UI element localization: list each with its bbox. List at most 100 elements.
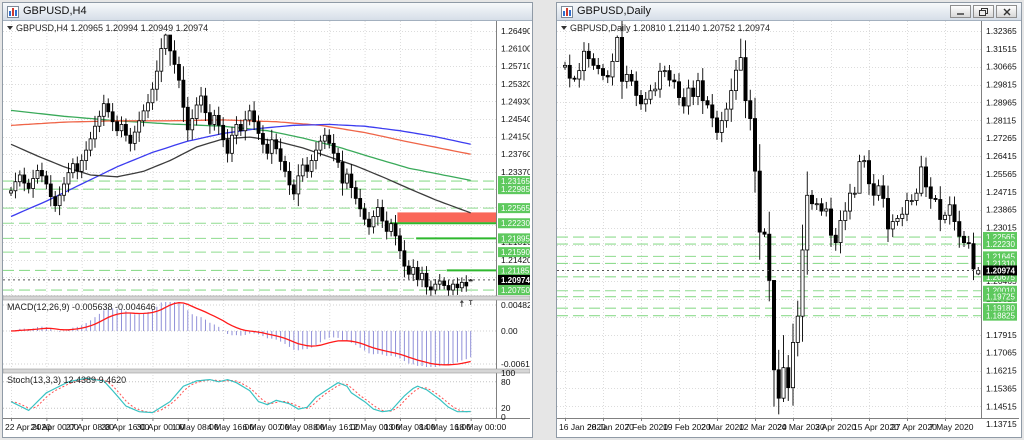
chart-window-h4: GBPUSD,H4 GBPUSD,H4 1.20965 1.20994 1.20… [2,2,533,438]
svg-text:1.32365: 1.32365 [986,26,1017,36]
chart-window-daily: GBPUSD,Daily [556,2,1022,438]
daily-chart-canvas[interactable]: 1.32365 1.31515 1.30665 1.29815 1.28965 1.281… [557,21,1019,435]
svg-text:19 Feb 2020: 19 Feb 2020 [663,422,711,432]
svg-text:1.23370: 1.23370 [501,167,530,177]
stoch-indicator-label: Stoch(13,3,3) 12.4389 9.4620 [7,375,127,385]
svg-text:1.21310: 1.21310 [986,259,1015,268]
svg-text:1.26100: 1.26100 [501,44,530,54]
svg-text:28 Apr 16:00: 28 Apr 16:00 [101,422,149,432]
h4-chart-canvas[interactable]: 1.26490 1.26100 1.25710 1.25320 1.24930 1.245… [3,21,530,435]
h4-ohlc-text: GBPUSD,H4 1.20965 1.20994 1.20949 1.2097… [16,23,209,33]
chart-icon [561,5,573,18]
close-icon [1003,8,1010,15]
svg-text:1.21645: 1.21645 [986,252,1015,261]
svg-text:1.20974: 1.20974 [501,276,530,285]
svg-text:1.25710: 1.25710 [501,61,530,71]
svg-text:80: 80 [501,377,511,387]
close-button[interactable] [996,5,1017,18]
svg-text:1.26415: 1.26415 [986,151,1017,161]
svg-text:1.29815: 1.29815 [986,80,1017,90]
candles [9,33,473,298]
svg-text:0: 0 [501,412,506,422]
svg-text:8 May 16:00: 8 May 16:00 [313,422,360,432]
svg-text:1.21590: 1.21590 [501,248,530,257]
stoch-signal-line [10,378,471,413]
svg-text:1.23015: 1.23015 [986,223,1017,233]
svg-text:22 Apr 2020: 22 Apr 2020 [5,422,51,432]
svg-text:1.17915: 1.17915 [986,330,1017,340]
pane-divider[interactable] [3,295,530,301]
svg-text:1.22985: 1.22985 [501,185,530,194]
h4-ohlc-info: GBPUSD,H4 1.20965 1.20994 1.20949 1.2097… [7,23,208,33]
svg-text:1.23865: 1.23865 [986,205,1017,215]
svg-text:1.31515: 1.31515 [986,44,1017,54]
svg-text:7 May 08:00: 7 May 08:00 [278,422,325,432]
svg-text:1 May 08:00: 1 May 08:00 [172,422,219,432]
svg-text:1.20750: 1.20750 [501,286,530,295]
svg-text:28 Jan 2020: 28 Jan 2020 [587,422,634,432]
svg-text:1.16215: 1.16215 [986,366,1017,376]
h4-window-title: GBPUSD,H4 [23,5,87,17]
current-price-label [498,274,530,285]
svg-text:1.28115: 1.28115 [986,115,1016,125]
svg-text:1.22565: 1.22565 [986,233,1015,242]
restore-button[interactable] [973,5,994,18]
svg-text:1.18825: 1.18825 [986,312,1015,321]
svg-text:1.25320: 1.25320 [501,79,530,89]
svg-text:7 Feb 2020: 7 Feb 2020 [625,422,668,432]
macd-indicator-label: MACD(12,26,9) -0.005638 -0.004646 [7,302,156,312]
svg-text:1.28965: 1.28965 [986,97,1017,107]
daily-titlebar[interactable]: GBPUSD,Daily [557,3,1021,21]
svg-text:24 Mar 2020: 24 Mar 2020 [777,422,825,432]
svg-text:1.22565: 1.22565 [501,204,530,213]
svg-text:1.23760: 1.23760 [501,149,530,159]
candles [563,21,981,415]
daily-chart-area[interactable]: GBPUSD,Daily 1.20810 1.21140 1.20752 1.2… [557,21,1021,437]
daily-ohlc-text: GBPUSD,Daily 1.20810 1.21140 1.20752 1.2… [570,23,770,33]
svg-text:1.21895: 1.21895 [501,234,530,243]
svg-text:0.00: 0.00 [501,326,518,336]
daily-ohlc-info: GBPUSD,Daily 1.20810 1.21140 1.20752 1.2… [561,23,770,33]
svg-text:1.26490: 1.26490 [501,26,530,36]
price-scale[interactable]: 1.32365 1.31515 1.30665 1.29815 1.28965 1.281… [983,26,1017,429]
svg-text:1.24150: 1.24150 [501,132,530,142]
ma-black [10,136,471,214]
chart-dropdown-icon[interactable] [7,26,13,30]
svg-text:1.14515: 1.14515 [986,401,1017,411]
price-scale[interactable]: 1.26490 1.26100 1.25710 1.25320 1.24930 1.245… [498,26,530,296]
arrow-marker [459,299,464,307]
h4-titlebar[interactable]: GBPUSD,H4 [3,3,532,21]
current-price-label [983,265,1017,276]
svg-text:1.19725: 1.19725 [986,293,1015,302]
daily-window-title: GBPUSD,Daily [577,5,651,17]
svg-text:18 May 00:00: 18 May 00:00 [455,422,507,432]
macd-signal-line [10,302,471,366]
svg-text:1.22230: 1.22230 [986,240,1015,249]
svg-text:20: 20 [501,403,511,413]
svg-text:1.20974: 1.20974 [986,266,1015,275]
svg-text:6 May 00:00: 6 May 00:00 [243,422,290,432]
svg-text:16 Jan 2020: 16 Jan 2020 [559,422,606,432]
svg-text:3 Apr 2020: 3 Apr 2020 [815,422,856,432]
svg-text:1.13715: 1.13715 [986,419,1017,429]
svg-text:1.24930: 1.24930 [501,96,530,106]
svg-text:1.17065: 1.17065 [986,348,1017,358]
minimize-icon [957,13,964,15]
chart-icon [7,5,19,18]
pane-divider[interactable] [3,368,530,374]
svg-text:27 Apr 08:00: 27 Apr 08:00 [66,422,114,432]
h4-chart-area[interactable]: GBPUSD,H4 1.20965 1.20994 1.20949 1.2097… [3,21,532,437]
svg-text:100: 100 [501,368,515,378]
svg-text:1.25565: 1.25565 [986,169,1017,179]
supply-zone[interactable] [397,212,496,223]
svg-text:30 Apr 00:00: 30 Apr 00:00 [136,422,184,432]
svg-text:1.22230: 1.22230 [501,219,530,228]
chart-dropdown-icon[interactable] [561,26,567,30]
minimize-button[interactable] [950,5,971,18]
svg-text:15 Apr 2020: 15 Apr 2020 [853,422,899,432]
svg-text:2 Mar 2020: 2 Mar 2020 [701,422,744,432]
svg-text:4 May 16:00: 4 May 16:00 [207,422,254,432]
